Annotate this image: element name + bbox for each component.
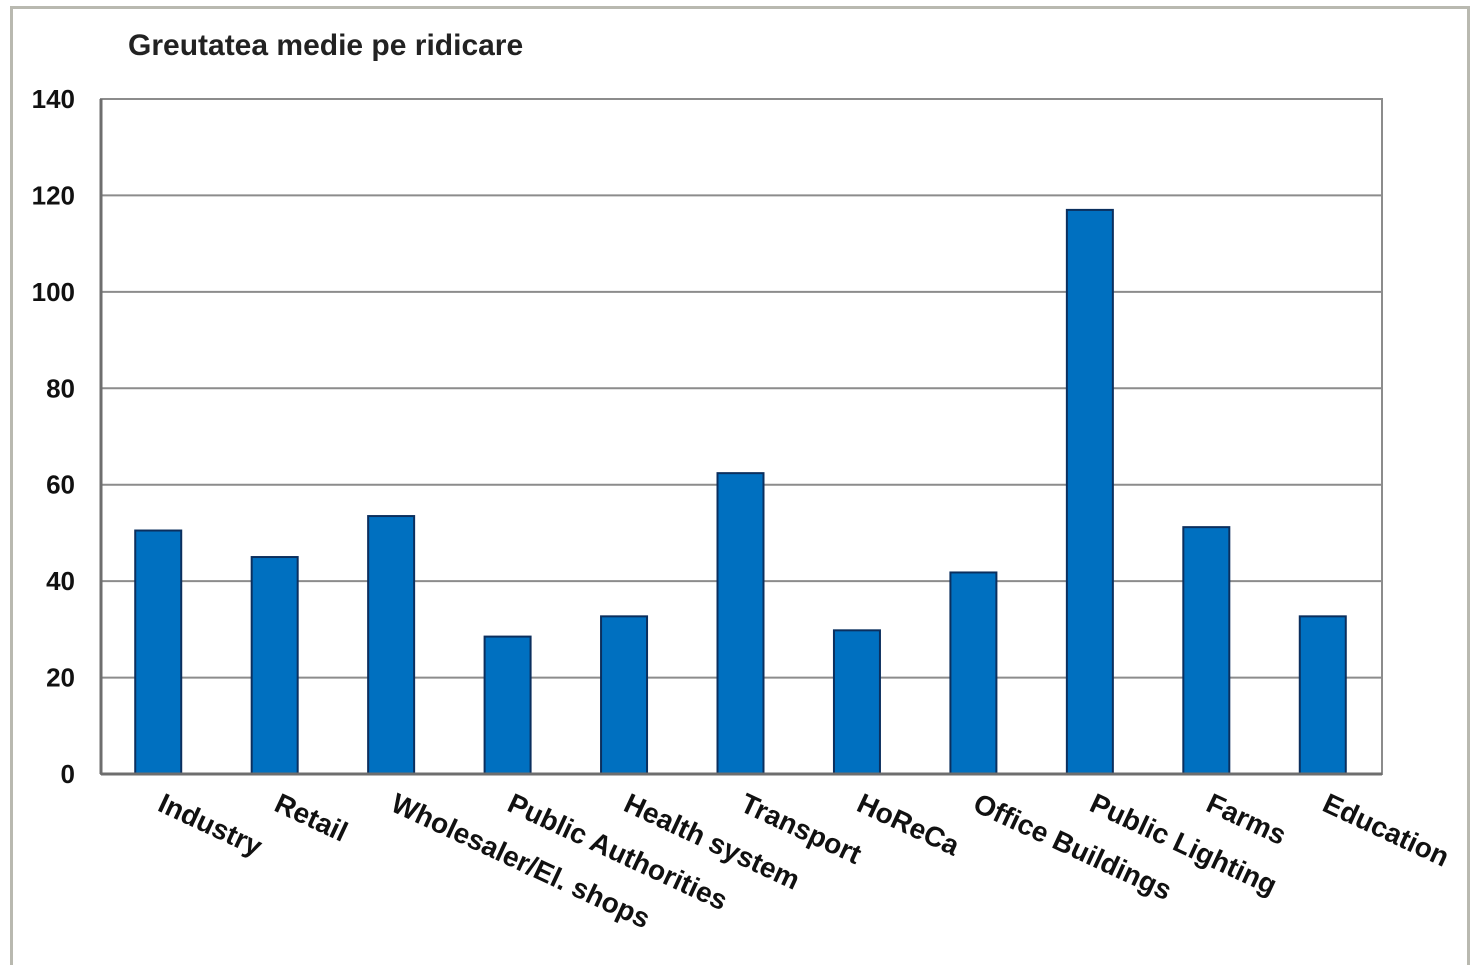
bars — [134, 208, 1347, 776]
bar-public-authorities — [483, 635, 532, 776]
x-tick-label: Office Buildings — [969, 787, 1177, 906]
x-tick-label: Retail — [270, 787, 352, 847]
y-tick-label: 80 — [46, 373, 75, 403]
bar-retail — [250, 556, 299, 775]
bar-education — [1298, 615, 1347, 776]
x-axis-ticks: Industry Retail Wholesaler/El. shopsPublic… — [154, 787, 1454, 934]
x-tick-label: HoReCa — [852, 787, 964, 861]
bar-horeca — [832, 629, 881, 775]
bar-office-buildings — [949, 571, 998, 776]
y-tick-label: 120 — [32, 180, 75, 210]
y-tick-label: 40 — [46, 566, 75, 596]
y-tick-label: 140 — [32, 84, 75, 114]
x-tick-label: Education — [1318, 787, 1454, 872]
bar-industry — [134, 529, 183, 776]
y-tick-label: 60 — [46, 470, 75, 500]
bar-wholesaler-el-shops — [367, 515, 416, 776]
bar-health-system — [600, 615, 649, 776]
y-axis-ticks: 0 20 40 60 80 100 120 140 — [32, 84, 75, 789]
bar-farms — [1182, 526, 1231, 776]
bar-transport — [716, 472, 765, 775]
y-tick-label: 0 — [61, 759, 75, 789]
y-tick-label: 20 — [46, 663, 75, 693]
y-tick-label: 100 — [32, 277, 75, 307]
chart-title: Greutatea medie pe ridicare — [128, 29, 523, 62]
bar-public-lighting — [1065, 208, 1114, 775]
x-tick-label: Industry — [154, 787, 268, 862]
